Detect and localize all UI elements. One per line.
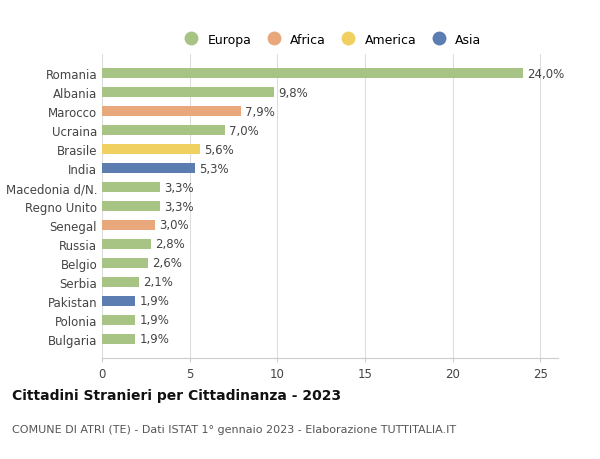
Legend: Europa, Africa, America, Asia: Europa, Africa, America, Asia <box>176 31 484 49</box>
Text: 3,3%: 3,3% <box>164 200 194 213</box>
Text: 3,0%: 3,0% <box>159 219 188 232</box>
Text: 5,3%: 5,3% <box>199 162 229 175</box>
Text: 2,8%: 2,8% <box>155 238 185 251</box>
Bar <box>102 182 160 193</box>
Bar <box>102 106 241 117</box>
Bar <box>102 145 200 155</box>
Bar <box>102 202 160 212</box>
Text: 7,9%: 7,9% <box>245 106 275 118</box>
Bar <box>102 296 136 307</box>
Text: COMUNE DI ATRI (TE) - Dati ISTAT 1° gennaio 2023 - Elaborazione TUTTITALIA.IT: COMUNE DI ATRI (TE) - Dati ISTAT 1° genn… <box>12 425 456 435</box>
Text: 1,9%: 1,9% <box>140 333 170 346</box>
Bar <box>102 334 136 344</box>
Text: 1,9%: 1,9% <box>140 295 170 308</box>
Bar <box>102 126 225 136</box>
Text: 5,6%: 5,6% <box>205 143 235 156</box>
Bar <box>102 315 136 325</box>
Bar <box>102 163 195 174</box>
Text: 3,3%: 3,3% <box>164 181 194 194</box>
Bar <box>102 277 139 287</box>
Text: 2,6%: 2,6% <box>152 257 182 270</box>
Bar <box>102 69 523 79</box>
Bar <box>102 239 151 250</box>
Text: 24,0%: 24,0% <box>527 67 565 80</box>
Text: 7,0%: 7,0% <box>229 124 259 137</box>
Bar <box>102 88 274 98</box>
Text: Cittadini Stranieri per Cittadinanza - 2023: Cittadini Stranieri per Cittadinanza - 2… <box>12 388 341 402</box>
Bar <box>102 220 155 231</box>
Text: 9,8%: 9,8% <box>278 86 308 100</box>
Bar <box>102 258 148 269</box>
Text: 1,9%: 1,9% <box>140 313 170 327</box>
Text: 2,1%: 2,1% <box>143 276 173 289</box>
